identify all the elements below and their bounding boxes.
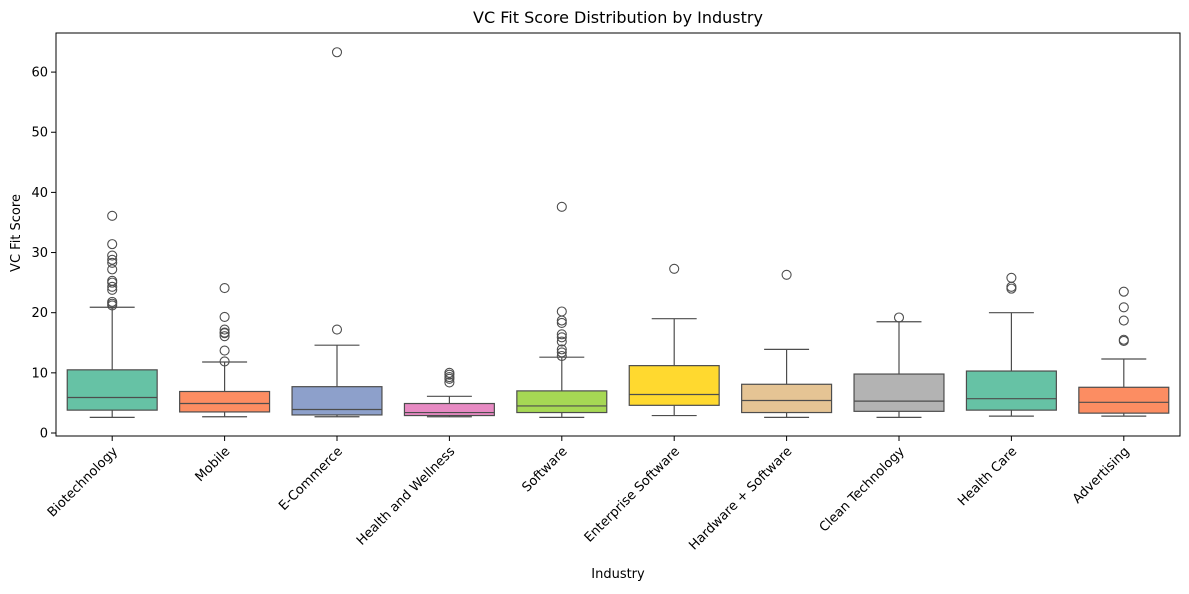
y-tick-label: 10: [31, 366, 48, 381]
y-tick-label: 50: [31, 126, 48, 141]
outlier-point: [107, 210, 118, 221]
outlier-point: [219, 324, 230, 335]
plot-frame: [55, 32, 1181, 437]
outlier-point: [219, 331, 230, 342]
box-group: [628, 263, 720, 417]
box-group: [291, 47, 383, 418]
outlier-point: [107, 254, 118, 265]
outlier-point: [1006, 272, 1017, 283]
y-tick-label: 40: [31, 186, 48, 201]
outlier-point: [331, 47, 343, 58]
outlier-point: [219, 345, 230, 356]
iqr-box: [179, 390, 271, 413]
outlier-point: [556, 329, 567, 340]
outlier-point: [219, 327, 230, 338]
y-tick-label: 20: [31, 306, 48, 321]
outlier-point: [556, 201, 567, 212]
outlier-point: [669, 263, 680, 274]
outlier-point: [107, 257, 118, 268]
box-group: [516, 201, 608, 418]
outlier-point: [331, 324, 343, 335]
outlier-point: [219, 356, 230, 367]
outlier-point: [556, 317, 567, 328]
iqr-box: [66, 369, 158, 411]
box-group: [179, 282, 271, 418]
outlier-point: [107, 296, 118, 307]
iqr-box: [1078, 386, 1170, 414]
iqr-box: [516, 390, 608, 414]
outlier-point: [556, 344, 567, 355]
outlier-point: [556, 332, 567, 343]
box-group: [66, 210, 158, 418]
chart-title: VC Fit Score Distribution by Industry: [473, 8, 763, 27]
x-axis-label: Industry: [591, 567, 645, 582]
outlier-point: [107, 264, 118, 275]
outlier-point: [219, 282, 230, 294]
iqr-box: [291, 386, 383, 416]
outlier-point: [1118, 334, 1129, 345]
iqr-box: [853, 373, 945, 412]
box-group: [1078, 286, 1170, 417]
y-tick-label: 60: [31, 66, 48, 81]
iqr-box: [628, 365, 720, 406]
outlier-point: [107, 275, 118, 286]
outlier-point: [444, 377, 455, 388]
outlier-point: [1118, 302, 1129, 313]
outlier-point: [1118, 286, 1129, 297]
outlier-point: [444, 372, 455, 383]
box-group: [741, 269, 833, 418]
outlier-point: [444, 367, 455, 378]
outlier-point: [556, 350, 567, 362]
outlier-point: [556, 336, 567, 347]
outlier-point: [556, 347, 567, 358]
outlier-point: [107, 250, 118, 261]
box-group: [853, 312, 945, 418]
iqr-box: [965, 370, 1057, 411]
outlier-point: [107, 281, 118, 292]
y-tick-label: 0: [40, 426, 48, 441]
y-tick-label: 30: [31, 246, 48, 261]
outlier-point: [107, 239, 118, 250]
outlier-point: [556, 306, 567, 317]
outlier-point: [893, 312, 905, 323]
outlier-point: [781, 269, 792, 280]
outlier-point: [1118, 315, 1129, 326]
iqr-box: [403, 402, 495, 417]
box-group: [965, 272, 1057, 417]
y-axis-label: VC Fit Score: [9, 194, 24, 272]
box-group: [403, 367, 495, 418]
outlier-point: [219, 311, 230, 322]
iqr-box: [741, 383, 833, 414]
